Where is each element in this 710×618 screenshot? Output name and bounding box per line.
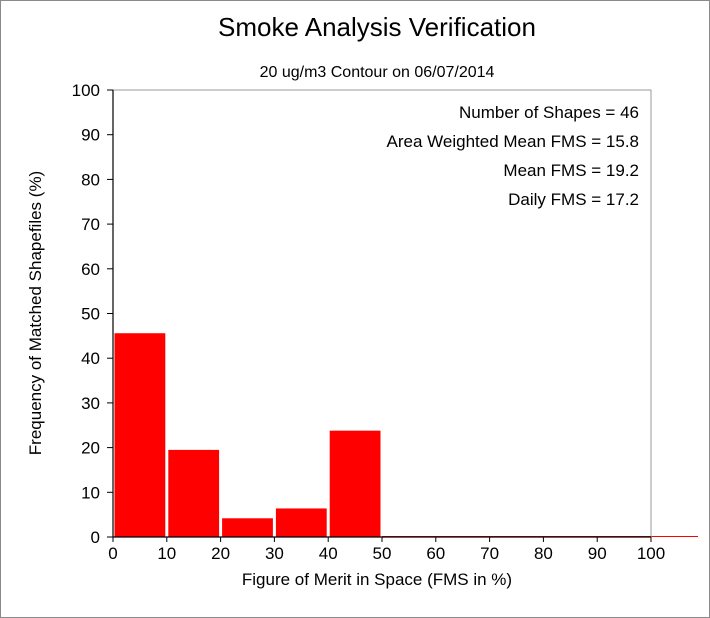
y-tick-label-50: 50 (81, 305, 100, 324)
x-tick-label-40: 40 (319, 544, 338, 563)
x-tick-label-50: 50 (373, 544, 392, 563)
stats-annotations: Number of Shapes = 46 Area Weighted Mean … (387, 103, 639, 209)
stat-annotation-2: Area Weighted Mean FMS = 15.8 (387, 132, 639, 151)
x-tick-label-30: 30 (265, 544, 284, 563)
x-tick-label-60: 60 (426, 544, 445, 563)
y-tick-label-10: 10 (81, 483, 100, 502)
x-tick-label-10: 10 (157, 544, 176, 563)
x-tick-label-70: 70 (480, 544, 499, 563)
y-tick-label-90: 90 (81, 126, 100, 145)
y-tick-label-80: 80 (81, 170, 100, 189)
y-axis-label: Frequency of Matched Shapefiles (%) (26, 171, 45, 455)
y-tick-label-100: 100 (72, 81, 100, 100)
x-tick-label-80: 80 (534, 544, 553, 563)
y-tick-label-70: 70 (81, 215, 100, 234)
x-tick-label-0: 0 (108, 544, 117, 563)
y-tick-label-40: 40 (81, 349, 100, 368)
x-tick-label-20: 20 (211, 544, 230, 563)
bar-0-10 (113, 332, 167, 538)
bar-30-40 (274, 507, 328, 538)
y-axis: 0 10 20 30 40 50 60 70 80 90 100 (72, 81, 114, 547)
stat-annotation-1: Number of Shapes = 46 (459, 103, 639, 122)
chart-title: Smoke Analysis Verification (218, 12, 536, 42)
y-tick-label-0: 0 (91, 528, 100, 547)
y-tick-label-20: 20 (81, 439, 100, 458)
bar-10-20 (167, 448, 221, 538)
stat-annotation-3: Mean FMS = 19.2 (503, 161, 639, 180)
chart-subtitle: 20 ug/m3 Contour on 06/07/2014 (260, 64, 495, 81)
x-tick-label-90: 90 (588, 544, 607, 563)
x-axis-label: Figure of Merit in Space (FMS in %) (242, 570, 512, 589)
bar-40-50 (328, 429, 382, 538)
y-tick-label-30: 30 (81, 394, 100, 413)
bar-20-30 (221, 517, 274, 538)
x-tick-label-100: 100 (637, 544, 665, 563)
x-axis: 0 10 20 30 40 50 60 70 80 90 100 (108, 536, 665, 563)
stat-annotation-4: Daily FMS = 17.2 (508, 190, 639, 209)
bars-group (113, 332, 698, 538)
y-tick-label-60: 60 (81, 260, 100, 279)
